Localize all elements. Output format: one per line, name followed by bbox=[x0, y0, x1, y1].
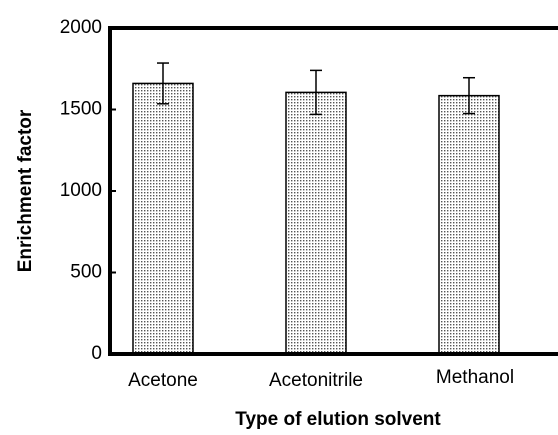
error-bar bbox=[157, 62, 169, 105]
y-tick-label: 0 bbox=[91, 343, 102, 364]
bar bbox=[438, 94, 500, 355]
plot-frame bbox=[108, 26, 558, 356]
y-tick-label: 1000 bbox=[60, 180, 102, 201]
x-tick-label: Acetone bbox=[128, 370, 198, 391]
x-tick-label: Methanol bbox=[436, 367, 514, 388]
y-axis-label: Enrichment factor bbox=[15, 109, 36, 272]
bar bbox=[285, 91, 347, 355]
error-bar bbox=[310, 69, 322, 116]
x-tick-label: Acetonitrile bbox=[269, 370, 363, 391]
x-axis-label: Type of elution solvent bbox=[235, 409, 441, 430]
error-bar bbox=[463, 76, 475, 115]
y-tick-label: 1500 bbox=[60, 99, 102, 120]
y-tick-label: 500 bbox=[70, 262, 102, 283]
bar bbox=[132, 82, 194, 355]
y-tick-label: 2000 bbox=[60, 17, 102, 38]
